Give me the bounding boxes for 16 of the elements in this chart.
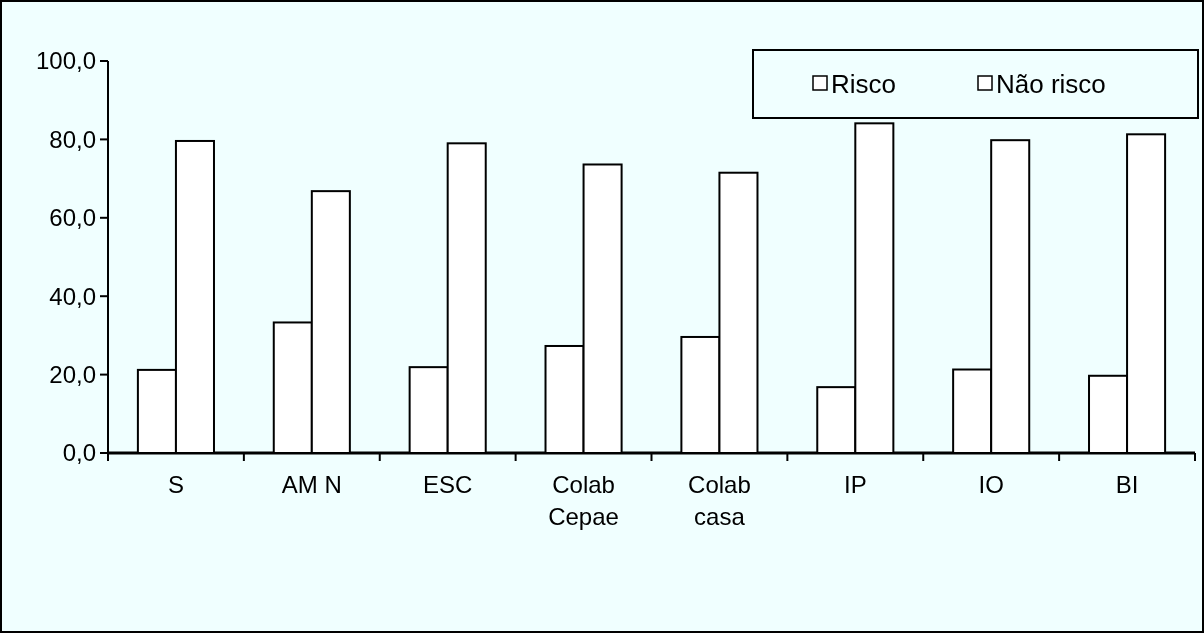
legend-label: Risco xyxy=(831,69,897,99)
x-tick-label: Colab casa xyxy=(688,471,751,530)
y-tick-label: 0,0 xyxy=(62,439,96,467)
y-tick-label: 80,0 xyxy=(49,125,96,153)
x-tick-label: ESC xyxy=(423,471,473,498)
legend-label: Não risco xyxy=(996,69,1106,99)
x-tick-label: S xyxy=(167,471,184,498)
x-tick-label: Colab Cepae xyxy=(548,471,619,530)
y-tick-label: 40,0 xyxy=(49,282,96,310)
y-tick-label: 60,0 xyxy=(49,204,96,232)
y-tick-label: 20,0 xyxy=(49,361,96,388)
x-tick-label: IO xyxy=(978,471,1004,498)
x-tick-label: IP xyxy=(843,471,867,498)
y-tick-label: 100,0 xyxy=(35,47,96,75)
x-tick-label: AM N xyxy=(281,471,342,498)
x-tick-label: BI xyxy=(1115,471,1139,498)
